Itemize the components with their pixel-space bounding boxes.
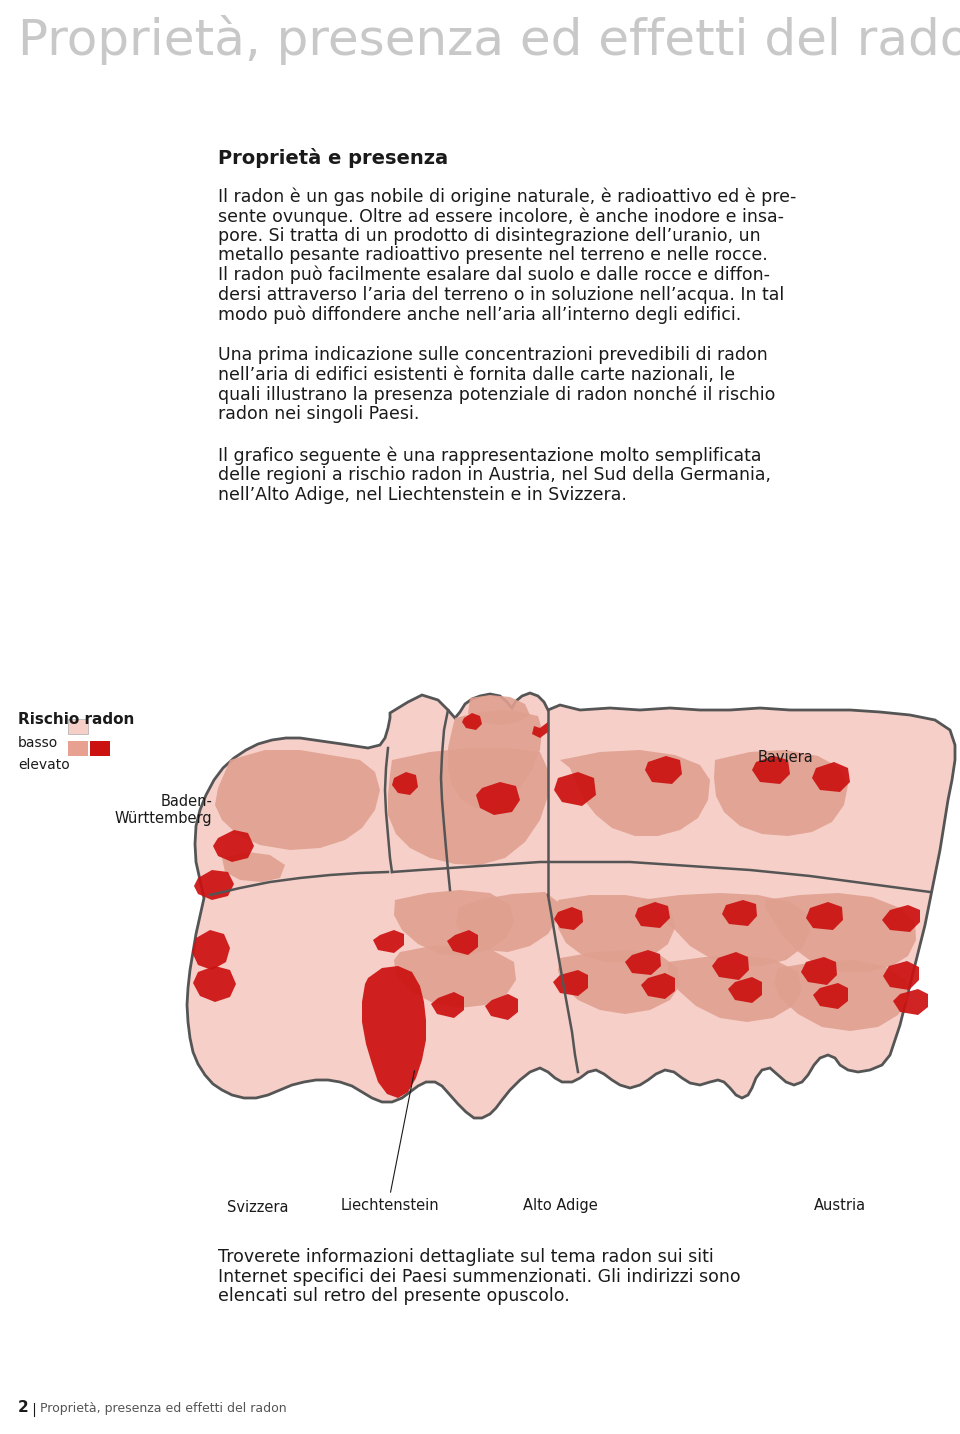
Text: Proprietà, presenza ed effetti del radon: Proprietà, presenza ed effetti del radon bbox=[40, 1402, 287, 1415]
Text: Il radon può facilmente esalare dal suolo e dalle rocce e diffon-: Il radon può facilmente esalare dal suol… bbox=[218, 265, 770, 284]
Polygon shape bbox=[722, 901, 757, 926]
Polygon shape bbox=[893, 989, 928, 1015]
Polygon shape bbox=[394, 891, 514, 956]
Polygon shape bbox=[774, 959, 908, 1031]
Polygon shape bbox=[553, 969, 588, 997]
Polygon shape bbox=[813, 982, 848, 1010]
Polygon shape bbox=[765, 893, 916, 972]
Polygon shape bbox=[645, 756, 682, 784]
Text: modo può diffondere anche nell’aria all’interno degli edifici.: modo può diffondere anche nell’aria all’… bbox=[218, 305, 741, 324]
Polygon shape bbox=[392, 771, 418, 794]
Text: Una prima indicazione sulle concentrazioni prevedibili di radon: Una prima indicazione sulle concentrazio… bbox=[218, 347, 768, 364]
Text: delle regioni a rischio radon in Austria, nel Sud della Germania,: delle regioni a rischio radon in Austria… bbox=[218, 466, 771, 485]
Polygon shape bbox=[625, 949, 661, 975]
Polygon shape bbox=[560, 750, 710, 836]
Polygon shape bbox=[213, 830, 254, 862]
Text: Baden-
Württemberg: Baden- Württemberg bbox=[114, 794, 212, 826]
Polygon shape bbox=[388, 749, 548, 865]
Bar bbox=[68, 718, 88, 734]
Text: Austria: Austria bbox=[814, 1197, 866, 1213]
Polygon shape bbox=[192, 931, 230, 969]
Polygon shape bbox=[641, 974, 675, 999]
Polygon shape bbox=[448, 710, 542, 807]
Polygon shape bbox=[554, 771, 596, 806]
Polygon shape bbox=[712, 952, 749, 979]
Text: pore. Si tratta di un prodotto di disintegrazione dell’uranio, un: pore. Si tratta di un prodotto di disint… bbox=[218, 227, 760, 245]
Polygon shape bbox=[476, 782, 520, 815]
Text: elencati sul retro del presente opuscolo.: elencati sul retro del presente opuscolo… bbox=[218, 1286, 569, 1305]
Text: Proprietà e presenza: Proprietà e presenza bbox=[218, 148, 448, 168]
Polygon shape bbox=[194, 870, 234, 901]
Polygon shape bbox=[806, 902, 843, 931]
Polygon shape bbox=[462, 713, 482, 730]
Text: nell’Alto Adige, nel Liechtenstein e in Svizzera.: nell’Alto Adige, nel Liechtenstein e in … bbox=[218, 486, 627, 503]
Bar bbox=[90, 741, 110, 756]
Polygon shape bbox=[801, 956, 837, 985]
Polygon shape bbox=[485, 994, 518, 1020]
Polygon shape bbox=[714, 750, 848, 836]
Polygon shape bbox=[635, 902, 670, 928]
Text: Internet specifici dei Paesi summenzionati. Gli indirizzi sono: Internet specifici dei Paesi summenziona… bbox=[218, 1268, 740, 1285]
Polygon shape bbox=[431, 992, 464, 1018]
Polygon shape bbox=[728, 977, 762, 1002]
Polygon shape bbox=[554, 906, 583, 931]
Text: basso: basso bbox=[18, 736, 59, 750]
Polygon shape bbox=[558, 895, 675, 962]
Text: metallo pesante radioattivo presente nel terreno e nelle rocce.: metallo pesante radioattivo presente nel… bbox=[218, 247, 768, 264]
Text: Alto Adige: Alto Adige bbox=[522, 1197, 597, 1213]
Polygon shape bbox=[447, 931, 478, 955]
Polygon shape bbox=[640, 893, 810, 967]
Text: dersi attraverso l’aria del terreno o in soluzione nell’acqua. In tal: dersi attraverso l’aria del terreno o in… bbox=[218, 285, 784, 304]
Text: quali illustrano la presenza potenziale di radon nonché il rischio: quali illustrano la presenza potenziale … bbox=[218, 386, 776, 404]
Text: Troverete informazioni dettagliate sul tema radon sui siti: Troverete informazioni dettagliate sul t… bbox=[218, 1248, 713, 1266]
Polygon shape bbox=[187, 693, 955, 1119]
Bar bbox=[68, 741, 88, 756]
Text: nell’aria di edifici esistenti è fornita dalle carte nazionali, le: nell’aria di edifici esistenti è fornita… bbox=[218, 366, 735, 384]
Polygon shape bbox=[362, 967, 426, 1098]
Text: 2: 2 bbox=[18, 1400, 29, 1415]
Polygon shape bbox=[883, 961, 919, 989]
Text: Baviera: Baviera bbox=[758, 750, 814, 766]
Polygon shape bbox=[812, 761, 850, 792]
Polygon shape bbox=[456, 892, 558, 952]
Text: radon nei singoli Paesi.: radon nei singoli Paesi. bbox=[218, 404, 420, 423]
Polygon shape bbox=[558, 949, 680, 1014]
Polygon shape bbox=[394, 945, 516, 1008]
Text: sente ovunque. Oltre ad essere incolore, è anche inodore e insa-: sente ovunque. Oltre ad essere incolore,… bbox=[218, 208, 784, 227]
Polygon shape bbox=[193, 967, 236, 1002]
Polygon shape bbox=[222, 852, 285, 882]
Polygon shape bbox=[468, 695, 530, 726]
Polygon shape bbox=[882, 905, 920, 932]
Text: Liechtenstein: Liechtenstein bbox=[341, 1197, 440, 1213]
Text: Il radon è un gas nobile di origine naturale, è radioattivo ed è pre-: Il radon è un gas nobile di origine natu… bbox=[218, 188, 797, 206]
Polygon shape bbox=[215, 750, 380, 850]
Polygon shape bbox=[752, 756, 790, 784]
Polygon shape bbox=[373, 931, 404, 954]
Text: Il grafico seguente è una rappresentazione molto semplificata: Il grafico seguente è una rappresentazio… bbox=[218, 446, 761, 465]
Polygon shape bbox=[668, 955, 802, 1022]
Text: Rischio radon: Rischio radon bbox=[18, 713, 134, 727]
Text: Svizzera: Svizzera bbox=[228, 1200, 289, 1215]
Text: elevato: elevato bbox=[18, 759, 70, 771]
Polygon shape bbox=[532, 721, 548, 739]
Text: Proprietà, presenza ed effetti del radon: Proprietà, presenza ed effetti del radon bbox=[18, 14, 960, 65]
